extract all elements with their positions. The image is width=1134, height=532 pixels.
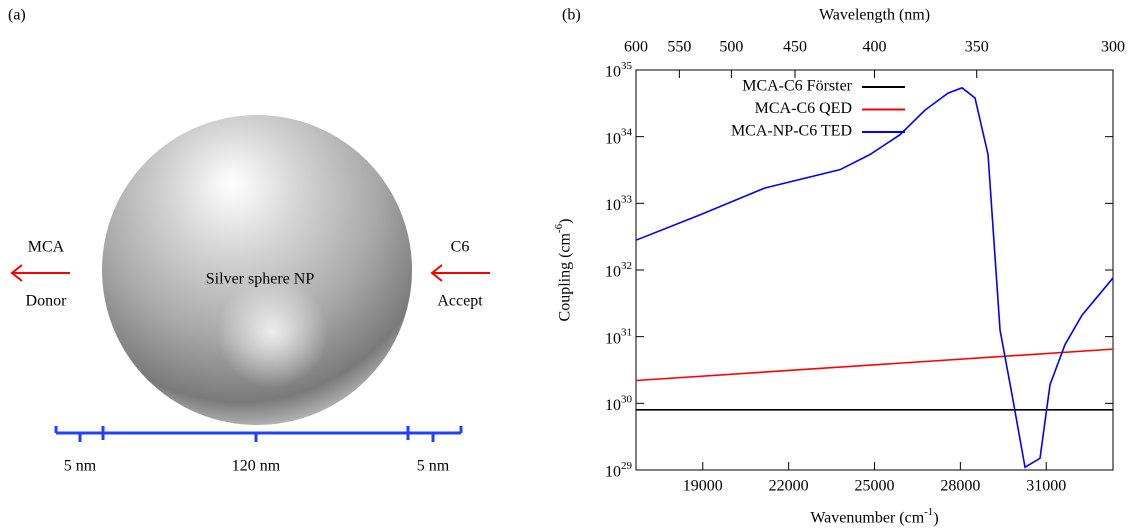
legend-label: MCA-C6 Förster (742, 78, 852, 95)
legend-label: MCA-NP-C6 TED (731, 123, 852, 140)
donor-role: Donor (26, 293, 68, 310)
y-tick-label: 1030 (605, 393, 633, 414)
y-axis-label: Coupling (cm-6) (553, 219, 574, 322)
x-tick-label: 28000 (940, 478, 980, 495)
gap-label: 5 nm (417, 458, 450, 475)
diameter-label: 120 nm (232, 458, 281, 475)
series-line (635, 86, 1114, 469)
y-tick-label: 1031 (605, 326, 632, 347)
x2-tick-label: 400 (863, 39, 887, 56)
sphere-highlight (102, 115, 412, 425)
legend-label: MCA-C6 QED (755, 100, 852, 117)
x2-tick-label: 350 (965, 39, 989, 56)
x-tick-label: 22000 (769, 478, 809, 495)
sphere-label: Silver sphere NP (206, 271, 315, 288)
y-tick-label: 1032 (605, 260, 632, 281)
series-line (635, 348, 1114, 382)
x2-tick-label: 550 (667, 39, 691, 56)
x2-axis-label: Wavelength (nm) (819, 7, 930, 24)
panel-label: (b) (562, 7, 581, 24)
x2-tick-label: 600 (624, 39, 648, 56)
x2-tick-label: 500 (719, 39, 743, 56)
x-tick-label: 31000 (1026, 478, 1066, 495)
x2-tick-label: 450 (783, 39, 807, 56)
arrows (10, 264, 490, 282)
gap-label: 5 nm (64, 458, 97, 475)
y-tick-label: 1029 (605, 460, 633, 481)
acceptor-role: Accept (437, 293, 483, 310)
y-tick-label: 1034 (605, 126, 633, 147)
panel-label: (a) (8, 7, 26, 24)
x2-tick-label: 300 (1101, 39, 1125, 56)
donor-name: MCA (28, 239, 65, 256)
scale-bracket (54, 426, 463, 442)
y-tick-label: 1035 (605, 60, 633, 81)
acceptor-name: C6 (451, 239, 470, 256)
x-tick-label: 19000 (683, 478, 723, 495)
x-tick-label: 25000 (855, 478, 895, 495)
x-axis-label: Wavenumber (cm-1) (810, 506, 938, 527)
y-tick-label: 1033 (605, 193, 633, 214)
